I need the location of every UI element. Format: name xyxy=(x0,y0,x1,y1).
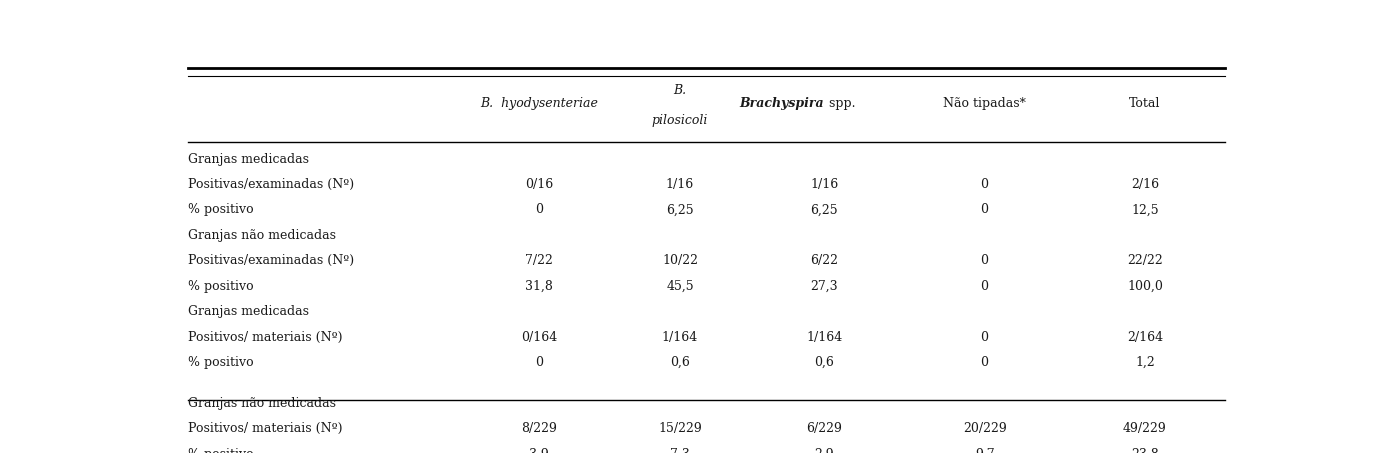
Text: Granjas medicadas: Granjas medicadas xyxy=(189,305,309,318)
Text: 0/164: 0/164 xyxy=(521,331,557,344)
Text: 8/229: 8/229 xyxy=(521,422,557,435)
Text: Granjas não medicadas: Granjas não medicadas xyxy=(189,397,336,410)
Text: 2/16: 2/16 xyxy=(1131,178,1158,191)
Text: 6,25: 6,25 xyxy=(811,203,838,217)
Text: Granjas não medicadas: Granjas não medicadas xyxy=(189,229,336,242)
Text: 3,9: 3,9 xyxy=(530,448,549,453)
Text: % positivo: % positivo xyxy=(189,280,254,293)
Text: 49/229: 49/229 xyxy=(1123,422,1167,435)
Text: Brachyspira: Brachyspira xyxy=(739,97,825,111)
Text: Total: Total xyxy=(1129,97,1161,111)
Text: B.: B. xyxy=(673,85,687,97)
Text: 0: 0 xyxy=(980,356,989,369)
Text: 22/22: 22/22 xyxy=(1127,254,1162,267)
Text: 6/22: 6/22 xyxy=(811,254,838,267)
Text: 1,2: 1,2 xyxy=(1135,356,1154,369)
Text: 23,8: 23,8 xyxy=(1131,448,1158,453)
Text: 31,8: 31,8 xyxy=(525,280,553,293)
Text: 6,25: 6,25 xyxy=(666,203,694,217)
Text: pilosicoli: pilosicoli xyxy=(652,114,709,127)
Text: 0: 0 xyxy=(980,203,989,217)
Text: 1/164: 1/164 xyxy=(807,331,843,344)
Text: 20/229: 20/229 xyxy=(963,422,1007,435)
Text: 0,6: 0,6 xyxy=(670,356,690,369)
Text: 7/22: 7/22 xyxy=(525,254,553,267)
Text: Não tipadas*: Não tipadas* xyxy=(943,97,1026,111)
Text: 9,7: 9,7 xyxy=(975,448,994,453)
Text: % positivo: % positivo xyxy=(189,448,254,453)
Text: spp.: spp. xyxy=(826,97,856,111)
Text: 2,9: 2,9 xyxy=(815,448,834,453)
Text: 1/164: 1/164 xyxy=(662,331,698,344)
Text: 12,5: 12,5 xyxy=(1131,203,1158,217)
Text: 0/16: 0/16 xyxy=(525,178,553,191)
Text: 0: 0 xyxy=(535,203,543,217)
Text: Granjas medicadas: Granjas medicadas xyxy=(189,153,309,165)
Text: 100,0: 100,0 xyxy=(1127,280,1162,293)
Text: Positivas/examinadas (Nº): Positivas/examinadas (Nº) xyxy=(189,178,354,191)
Text: % positivo: % positivo xyxy=(189,356,254,369)
Text: 45,5: 45,5 xyxy=(666,280,694,293)
Text: % positivo: % positivo xyxy=(189,203,254,217)
Text: 0: 0 xyxy=(980,331,989,344)
Text: 15/229: 15/229 xyxy=(658,422,702,435)
Text: 0: 0 xyxy=(980,178,989,191)
Text: 1/16: 1/16 xyxy=(811,178,838,191)
Text: 0,6: 0,6 xyxy=(815,356,834,369)
Text: 10/22: 10/22 xyxy=(662,254,698,267)
Text: 1/16: 1/16 xyxy=(666,178,694,191)
Text: 0: 0 xyxy=(980,280,989,293)
Text: 2/164: 2/164 xyxy=(1127,331,1162,344)
Text: 27,3: 27,3 xyxy=(811,280,838,293)
Text: Positivas/examinadas (Nº): Positivas/examinadas (Nº) xyxy=(189,254,354,267)
Text: Positivos/ materiais (Nº): Positivos/ materiais (Nº) xyxy=(189,331,343,344)
Text: Positivos/ materiais (Nº): Positivos/ materiais (Nº) xyxy=(189,422,343,435)
Text: 7,3: 7,3 xyxy=(670,448,690,453)
Text: 0: 0 xyxy=(535,356,543,369)
Text: B.  hyodysenteriae: B. hyodysenteriae xyxy=(480,97,598,111)
Text: 6/229: 6/229 xyxy=(807,422,843,435)
Text: 0: 0 xyxy=(980,254,989,267)
